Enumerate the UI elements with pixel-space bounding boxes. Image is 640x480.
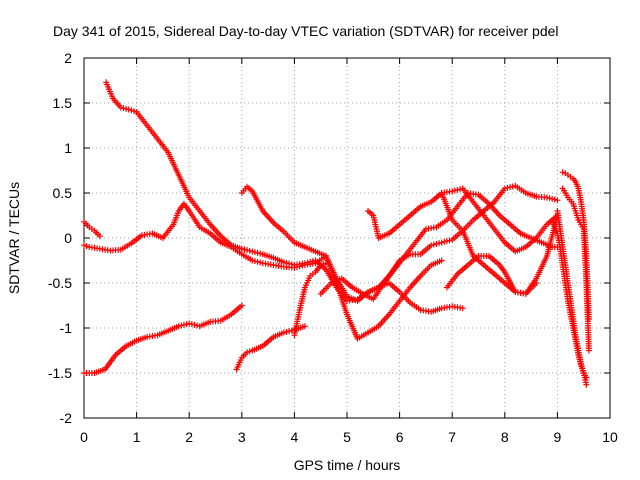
track-6-point [504, 184, 511, 191]
track-2-point [254, 258, 261, 265]
y-tick-label: -2 [60, 410, 73, 426]
track-1-point [257, 250, 264, 257]
track-8-point [454, 186, 461, 193]
track-4-point [238, 302, 245, 309]
x-tick-label: 10 [602, 429, 618, 445]
track-6-point [507, 184, 514, 191]
data-points [81, 79, 592, 388]
y-tick-labels: 2 1.5 1 0.5 0 -0.5 -1 -1.5 -2 [48, 50, 72, 426]
track-6-point [554, 197, 561, 204]
track-9-point [320, 261, 327, 268]
track-4-point [180, 321, 187, 328]
track-6-point [430, 241, 437, 248]
track-2-point [251, 258, 258, 265]
x-tick-label: 4 [291, 429, 299, 445]
track-1-point [244, 247, 251, 254]
y-tick-label: -1 [60, 320, 73, 336]
track-1-point [128, 107, 135, 114]
track-6-point [501, 185, 508, 192]
track-4-point [188, 321, 195, 328]
y-tick-label: 1 [64, 140, 72, 156]
track-6-point [546, 195, 553, 202]
y-tick-label: 1.5 [53, 95, 73, 111]
x-tick-label: 0 [80, 429, 88, 445]
track-4-point [178, 322, 185, 329]
track-1-point [249, 248, 256, 255]
track-5-point [301, 323, 308, 330]
track-4-point [186, 320, 193, 327]
track-1-point [238, 245, 245, 252]
track-8-point [449, 188, 456, 195]
x-axis-label: GPS time / hours [294, 457, 401, 473]
y-tick-label: -0.5 [48, 275, 72, 291]
track-6-point [509, 183, 516, 190]
x-tick-label: 2 [185, 429, 193, 445]
track-2-point [299, 262, 306, 269]
track-1-point [459, 305, 466, 312]
track-13-point [559, 169, 566, 176]
x-tick-label: 6 [396, 429, 404, 445]
track-5-point [286, 328, 293, 335]
x-tick-label: 9 [554, 429, 562, 445]
x-tick-label: 7 [448, 429, 456, 445]
track-1-point [241, 246, 248, 253]
track-9-point [317, 262, 324, 268]
track-3-point [96, 233, 103, 240]
track-5-point [283, 328, 290, 335]
y-axis-label: SDTVAR / TECUs [6, 182, 22, 294]
track-4-point [191, 321, 198, 328]
track-6-point [543, 194, 550, 201]
x-tick-label: 8 [501, 429, 509, 445]
track-2-point [296, 263, 303, 270]
track-2-point [81, 242, 87, 249]
track-6-point [438, 239, 445, 246]
chart-title: Day 341 of 2015, Sidereal Day-to-day VTE… [53, 23, 559, 39]
x-tick-label: 3 [238, 429, 246, 445]
track-6-point [446, 237, 453, 244]
track-11-point [533, 280, 540, 286]
track-2-point [294, 264, 301, 271]
track-14-point [585, 347, 592, 354]
track-6-point [551, 196, 558, 203]
x-tick-label: 5 [343, 429, 351, 445]
track-5-point [280, 329, 287, 336]
track-2-point [291, 264, 298, 271]
track-4-point [183, 321, 190, 328]
track-8-point [451, 187, 458, 194]
track-6-point [428, 242, 435, 249]
y-tick-label: 2 [64, 50, 72, 66]
track-1-point [254, 249, 261, 256]
track-2-point [438, 257, 445, 264]
track-5-point [246, 348, 253, 355]
y-tick-label: -1.5 [48, 365, 72, 381]
track-1-point [117, 104, 124, 111]
x-tick-labels: 0 1 2 3 4 5 6 7 8 9 10 [80, 429, 618, 445]
track-6-point [441, 238, 448, 245]
track-15-point [583, 381, 590, 388]
track-1-point [120, 105, 127, 112]
track-4-point [175, 323, 182, 330]
track-1-point [251, 249, 258, 256]
track-2-point [249, 257, 256, 264]
track-6-point [436, 240, 443, 247]
track-6-point [443, 238, 450, 245]
track-6-point [549, 195, 556, 202]
track-1-point [123, 105, 130, 112]
y-tick-label: 0.5 [53, 185, 73, 201]
track-1-point [125, 106, 132, 113]
x-tick-label: 1 [133, 429, 141, 445]
y-tick-label: 0 [64, 230, 72, 246]
track-8-point [457, 186, 464, 193]
track-6-point [433, 240, 440, 247]
track-2-point [83, 243, 90, 250]
track-1-point [246, 247, 253, 254]
track-1-point [130, 108, 137, 115]
track-2-point [257, 259, 264, 266]
track-9-point [322, 260, 329, 267]
track-5-point [244, 349, 251, 356]
